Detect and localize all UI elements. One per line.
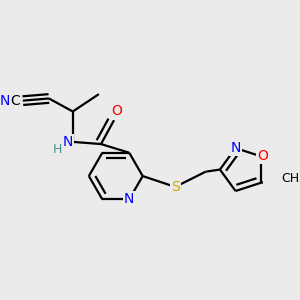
Text: N: N: [124, 192, 134, 206]
Text: O: O: [111, 104, 122, 118]
Text: C: C: [10, 94, 20, 108]
Text: N: N: [62, 135, 73, 149]
Text: H: H: [53, 143, 62, 156]
Text: CH₃: CH₃: [281, 172, 300, 185]
Text: N: N: [230, 141, 241, 155]
Text: O: O: [257, 149, 268, 163]
Text: N: N: [0, 94, 10, 108]
Text: S: S: [171, 180, 180, 194]
